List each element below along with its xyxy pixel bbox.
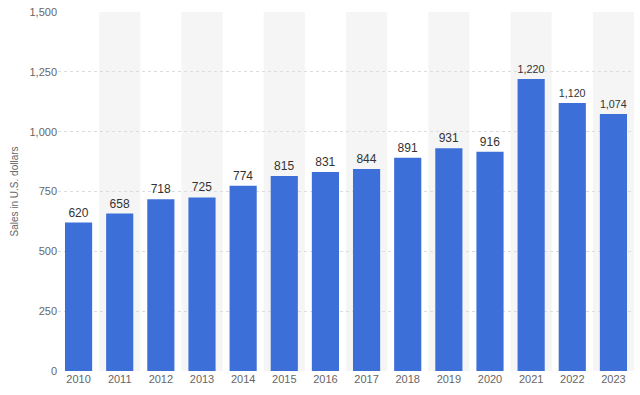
svg-text:1,500: 1,500 <box>29 6 57 18</box>
svg-text:815: 815 <box>274 159 294 173</box>
svg-text:774: 774 <box>233 169 253 183</box>
svg-text:844: 844 <box>356 152 376 166</box>
svg-text:250: 250 <box>39 305 57 317</box>
svg-text:2023: 2023 <box>601 373 625 385</box>
svg-text:2015: 2015 <box>272 373 296 385</box>
svg-text:831: 831 <box>315 155 335 169</box>
svg-text:658: 658 <box>110 197 130 211</box>
svg-text:500: 500 <box>39 245 57 257</box>
svg-text:916: 916 <box>480 135 500 149</box>
svg-text:2022: 2022 <box>560 373 584 385</box>
svg-text:2019: 2019 <box>437 373 461 385</box>
svg-text:725: 725 <box>192 180 212 194</box>
svg-text:891: 891 <box>398 141 418 155</box>
svg-text:1,120: 1,120 <box>559 87 586 99</box>
svg-text:2012: 2012 <box>149 373 173 385</box>
svg-text:0: 0 <box>51 365 57 377</box>
svg-text:1,074: 1,074 <box>600 98 627 110</box>
svg-text:Sales in U.S. dollars: Sales in U.S. dollars <box>9 146 20 236</box>
svg-text:2013: 2013 <box>190 373 214 385</box>
svg-text:2011: 2011 <box>108 373 132 385</box>
svg-text:931: 931 <box>439 131 459 145</box>
svg-text:750: 750 <box>39 185 57 197</box>
svg-text:1,220: 1,220 <box>518 63 545 75</box>
svg-text:2016: 2016 <box>313 373 337 385</box>
svg-text:2018: 2018 <box>395 373 419 385</box>
svg-text:2017: 2017 <box>354 373 378 385</box>
svg-text:620: 620 <box>68 206 88 220</box>
svg-text:2014: 2014 <box>231 373 255 385</box>
svg-text:718: 718 <box>151 182 171 196</box>
svg-text:1,000: 1,000 <box>29 126 57 138</box>
svg-text:2021: 2021 <box>519 373 543 385</box>
svg-text:2010: 2010 <box>66 373 90 385</box>
svg-text:1,250: 1,250 <box>29 66 57 78</box>
svg-text:2020: 2020 <box>478 373 502 385</box>
